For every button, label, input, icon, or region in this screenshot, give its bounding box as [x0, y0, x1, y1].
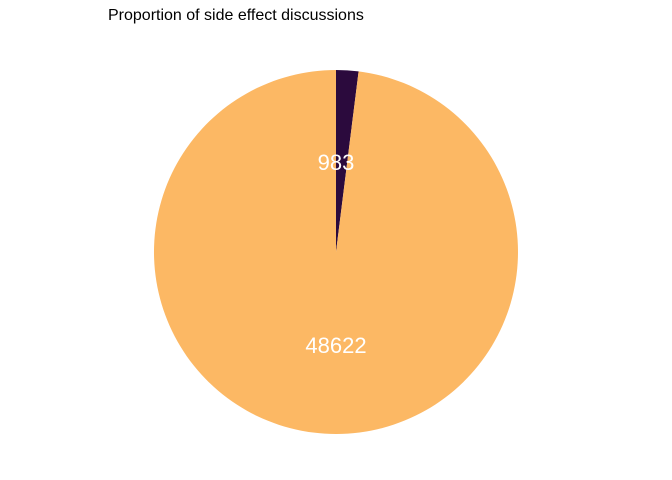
pie-slice-label-2: 48622	[305, 333, 366, 358]
chart-title: Proportion of side effect discussions	[108, 7, 364, 24]
pie-slice-label-1: 983	[318, 150, 355, 175]
pie-slice-1	[336, 70, 359, 252]
pie-slice-2	[153, 69, 518, 434]
